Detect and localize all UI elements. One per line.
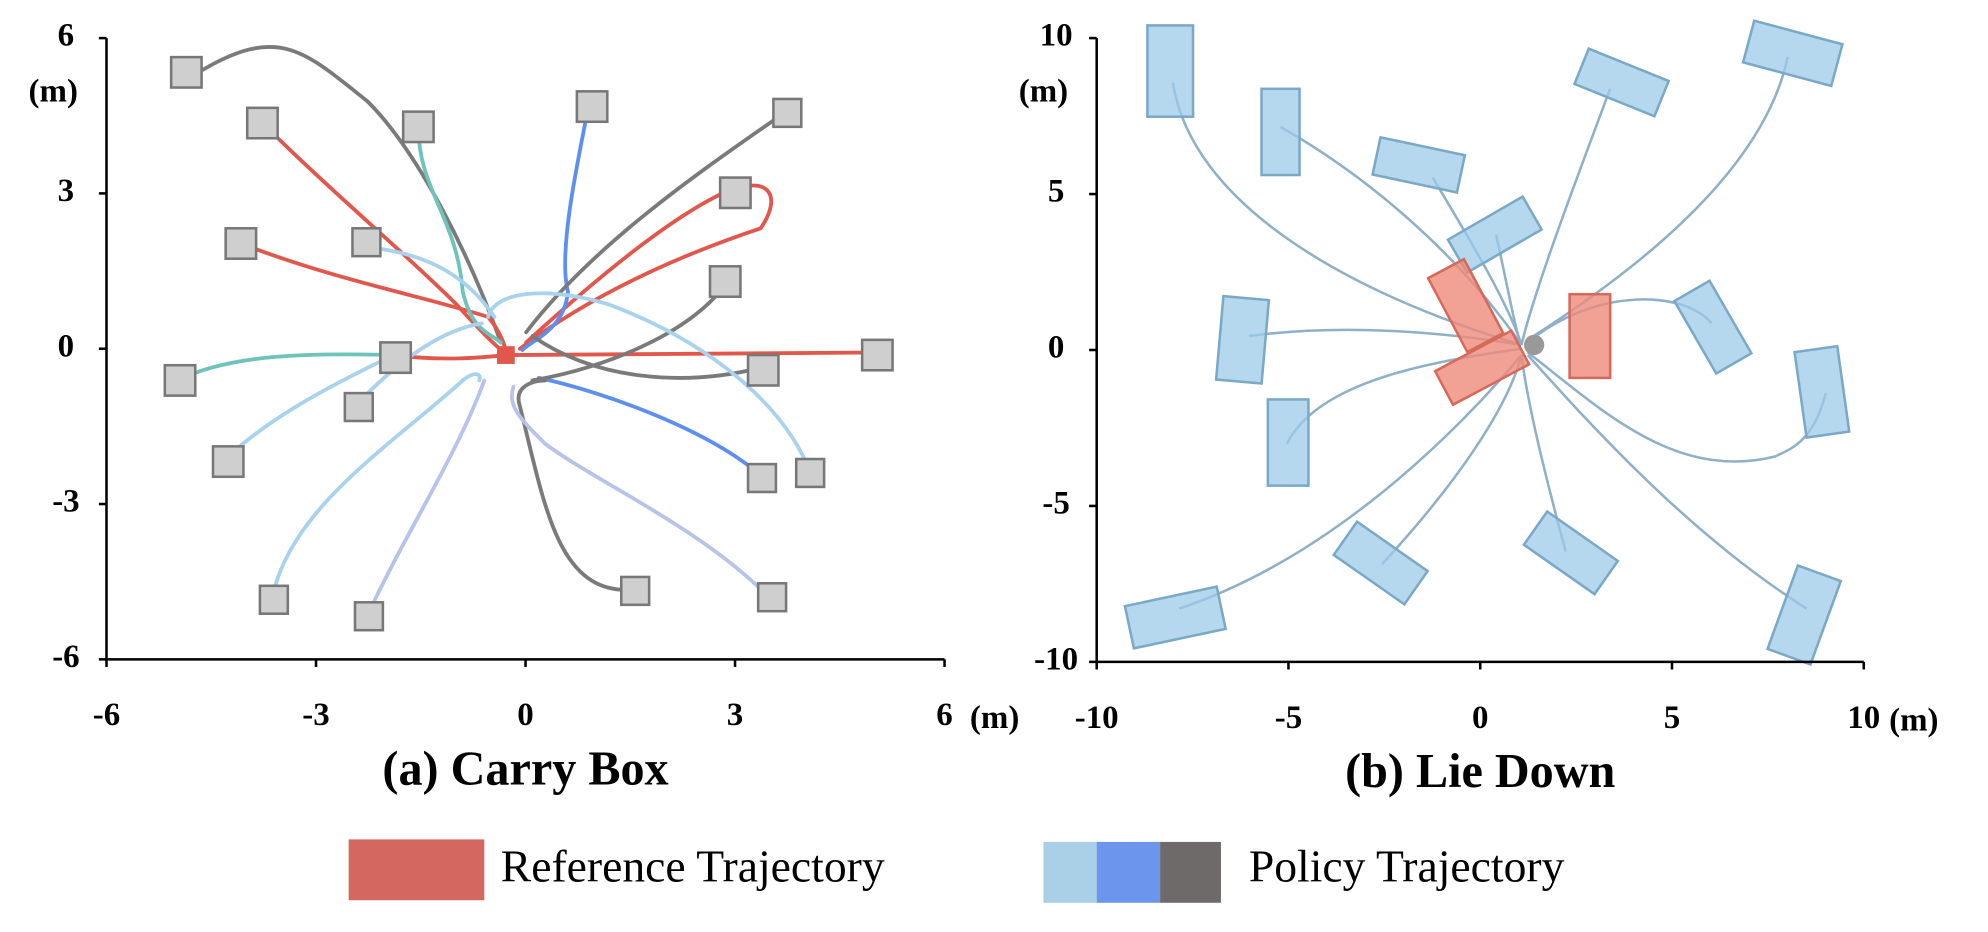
x-tick-label: -5: [1275, 700, 1302, 736]
x-tick-label: 5: [1664, 700, 1680, 736]
x-tick-label: -10: [1075, 700, 1119, 736]
axes-layer: -6 -3 0 3 6 6 3 0 -3 -6 (m) (m) (a) Carry Box -10 -5 0 5…: [29, 18, 1939, 798]
legend-label: Reference Trajectory: [501, 841, 885, 892]
y-tick-label: -5: [1042, 486, 1069, 522]
y-tick-label: 0: [1048, 330, 1064, 366]
y-tick-label: -10: [1034, 641, 1078, 677]
x-tick-label: -3: [302, 697, 329, 733]
y-tick-label: -6: [52, 639, 79, 675]
panel-caption: (b) Lie Down: [1345, 745, 1615, 798]
panel-caption: (a) Carry Box: [382, 743, 668, 796]
x-axis-unit: (m): [1889, 702, 1938, 738]
y-tick-label: 6: [58, 18, 74, 54]
y-tick-label: 3: [58, 173, 74, 209]
panel-b-trajectories: [1123, 19, 1851, 667]
panel-a-trajectories: [163, 45, 894, 632]
x-tick-label: 10: [1847, 700, 1880, 736]
y-tick-label: 5: [1048, 174, 1064, 210]
x-axis-unit: (m): [970, 700, 1019, 736]
legend: Reference Trajectory Policy Trajectory: [348, 839, 1565, 903]
legend-swatch: [348, 839, 485, 901]
legend-swatch: [1096, 841, 1161, 903]
y-tick-label: -3: [52, 484, 79, 520]
x-tick-label: 0: [517, 697, 533, 733]
x-tick-label: -6: [93, 697, 120, 733]
x-tick-label: 3: [727, 697, 743, 733]
y-axis-unit: (m): [1019, 73, 1068, 109]
y-tick-label: 0: [58, 328, 74, 364]
x-tick-label: 6: [936, 697, 952, 733]
y-tick-label: 10: [1040, 18, 1073, 54]
legend-swatch: [1043, 841, 1097, 903]
y-axis-unit: (m): [29, 73, 78, 109]
legend-swatch: [1160, 841, 1221, 903]
x-tick-label: 0: [1472, 700, 1488, 736]
legend-label: Policy Trajectory: [1249, 841, 1565, 892]
